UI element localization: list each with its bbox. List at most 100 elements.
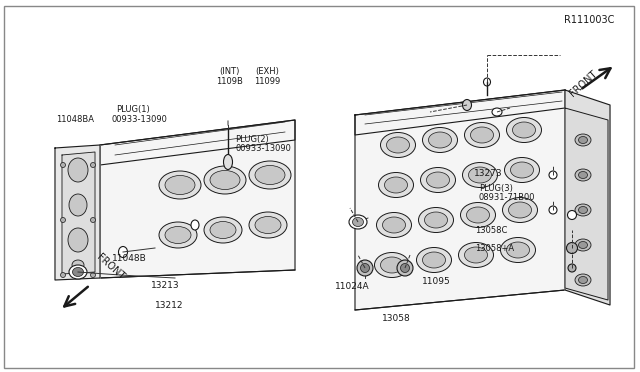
Polygon shape — [55, 145, 100, 280]
Text: 11024A: 11024A — [335, 282, 370, 291]
Ellipse shape — [461, 202, 495, 228]
Ellipse shape — [383, 217, 406, 233]
Ellipse shape — [349, 215, 367, 229]
Text: (EXH): (EXH) — [255, 67, 280, 76]
Polygon shape — [100, 120, 295, 278]
Ellipse shape — [357, 260, 373, 276]
Ellipse shape — [191, 220, 199, 230]
Ellipse shape — [376, 212, 412, 237]
Ellipse shape — [511, 162, 534, 178]
Ellipse shape — [509, 202, 531, 218]
Text: 11048B: 11048B — [112, 254, 147, 263]
Ellipse shape — [381, 257, 403, 273]
Ellipse shape — [506, 242, 529, 258]
Text: 00933-13090: 00933-13090 — [112, 115, 168, 124]
Ellipse shape — [470, 127, 493, 143]
Ellipse shape — [210, 221, 236, 238]
Ellipse shape — [61, 273, 65, 278]
Ellipse shape — [223, 154, 232, 170]
Ellipse shape — [502, 198, 538, 222]
Ellipse shape — [210, 170, 240, 189]
Ellipse shape — [72, 267, 83, 276]
Ellipse shape — [420, 167, 456, 192]
Ellipse shape — [72, 260, 84, 270]
Ellipse shape — [255, 166, 285, 185]
Ellipse shape — [568, 264, 576, 272]
Ellipse shape — [69, 194, 87, 216]
Ellipse shape — [579, 276, 588, 283]
Ellipse shape — [249, 161, 291, 189]
Ellipse shape — [381, 132, 415, 157]
Ellipse shape — [579, 241, 588, 248]
Ellipse shape — [387, 137, 410, 153]
Ellipse shape — [118, 247, 127, 257]
Text: 1109B: 1109B — [216, 77, 243, 86]
Ellipse shape — [419, 208, 454, 232]
Text: 13058C: 13058C — [475, 226, 508, 235]
Ellipse shape — [579, 137, 588, 144]
Polygon shape — [62, 152, 95, 274]
Ellipse shape — [492, 108, 502, 116]
Ellipse shape — [385, 177, 408, 193]
Text: 13058: 13058 — [383, 314, 411, 323]
Text: 00933-13090: 00933-13090 — [236, 144, 291, 153]
Text: 11048BA: 11048BA — [56, 115, 94, 124]
Ellipse shape — [575, 239, 591, 251]
Ellipse shape — [90, 273, 95, 278]
Ellipse shape — [424, 212, 447, 228]
Text: FRONT: FRONT — [95, 252, 127, 282]
Ellipse shape — [513, 122, 536, 138]
Text: 11099: 11099 — [254, 77, 281, 86]
Ellipse shape — [397, 260, 413, 276]
Ellipse shape — [579, 171, 588, 179]
Text: 08931-71B00: 08931-71B00 — [479, 193, 535, 202]
Ellipse shape — [61, 218, 65, 222]
Ellipse shape — [458, 243, 493, 267]
Ellipse shape — [504, 157, 540, 183]
Ellipse shape — [568, 211, 577, 219]
Ellipse shape — [579, 206, 588, 214]
Text: 11095: 11095 — [422, 278, 451, 286]
Text: PLUG(3): PLUG(3) — [479, 184, 513, 193]
Ellipse shape — [68, 158, 88, 182]
Ellipse shape — [566, 243, 577, 253]
Ellipse shape — [463, 163, 497, 187]
Ellipse shape — [165, 227, 191, 244]
Ellipse shape — [500, 237, 536, 263]
Ellipse shape — [575, 169, 591, 181]
Ellipse shape — [61, 163, 65, 167]
Ellipse shape — [68, 228, 88, 252]
Polygon shape — [355, 90, 565, 310]
Ellipse shape — [426, 172, 449, 188]
Text: PLUG(2): PLUG(2) — [236, 135, 269, 144]
Ellipse shape — [353, 218, 364, 227]
Ellipse shape — [575, 274, 591, 286]
Ellipse shape — [429, 132, 451, 148]
Ellipse shape — [575, 204, 591, 216]
Polygon shape — [100, 120, 295, 165]
Ellipse shape — [549, 171, 557, 179]
Ellipse shape — [159, 222, 197, 248]
Text: 13213: 13213 — [151, 281, 179, 290]
Ellipse shape — [422, 252, 445, 268]
Text: (INT): (INT) — [219, 67, 239, 76]
Ellipse shape — [465, 122, 499, 148]
Ellipse shape — [401, 263, 410, 273]
Text: 13212: 13212 — [156, 301, 184, 310]
Ellipse shape — [374, 253, 410, 278]
Ellipse shape — [69, 265, 87, 279]
Text: PLUG(1): PLUG(1) — [116, 105, 150, 114]
Ellipse shape — [506, 118, 541, 142]
Ellipse shape — [204, 217, 242, 243]
Ellipse shape — [575, 134, 591, 146]
Ellipse shape — [465, 247, 488, 263]
Text: R111003C: R111003C — [564, 16, 614, 25]
Ellipse shape — [90, 163, 95, 167]
Ellipse shape — [255, 217, 281, 234]
Ellipse shape — [417, 247, 451, 273]
Ellipse shape — [422, 128, 458, 153]
Ellipse shape — [468, 167, 492, 183]
Text: 13273: 13273 — [474, 169, 502, 178]
Ellipse shape — [467, 207, 490, 223]
Text: 13058+A: 13058+A — [475, 244, 514, 253]
